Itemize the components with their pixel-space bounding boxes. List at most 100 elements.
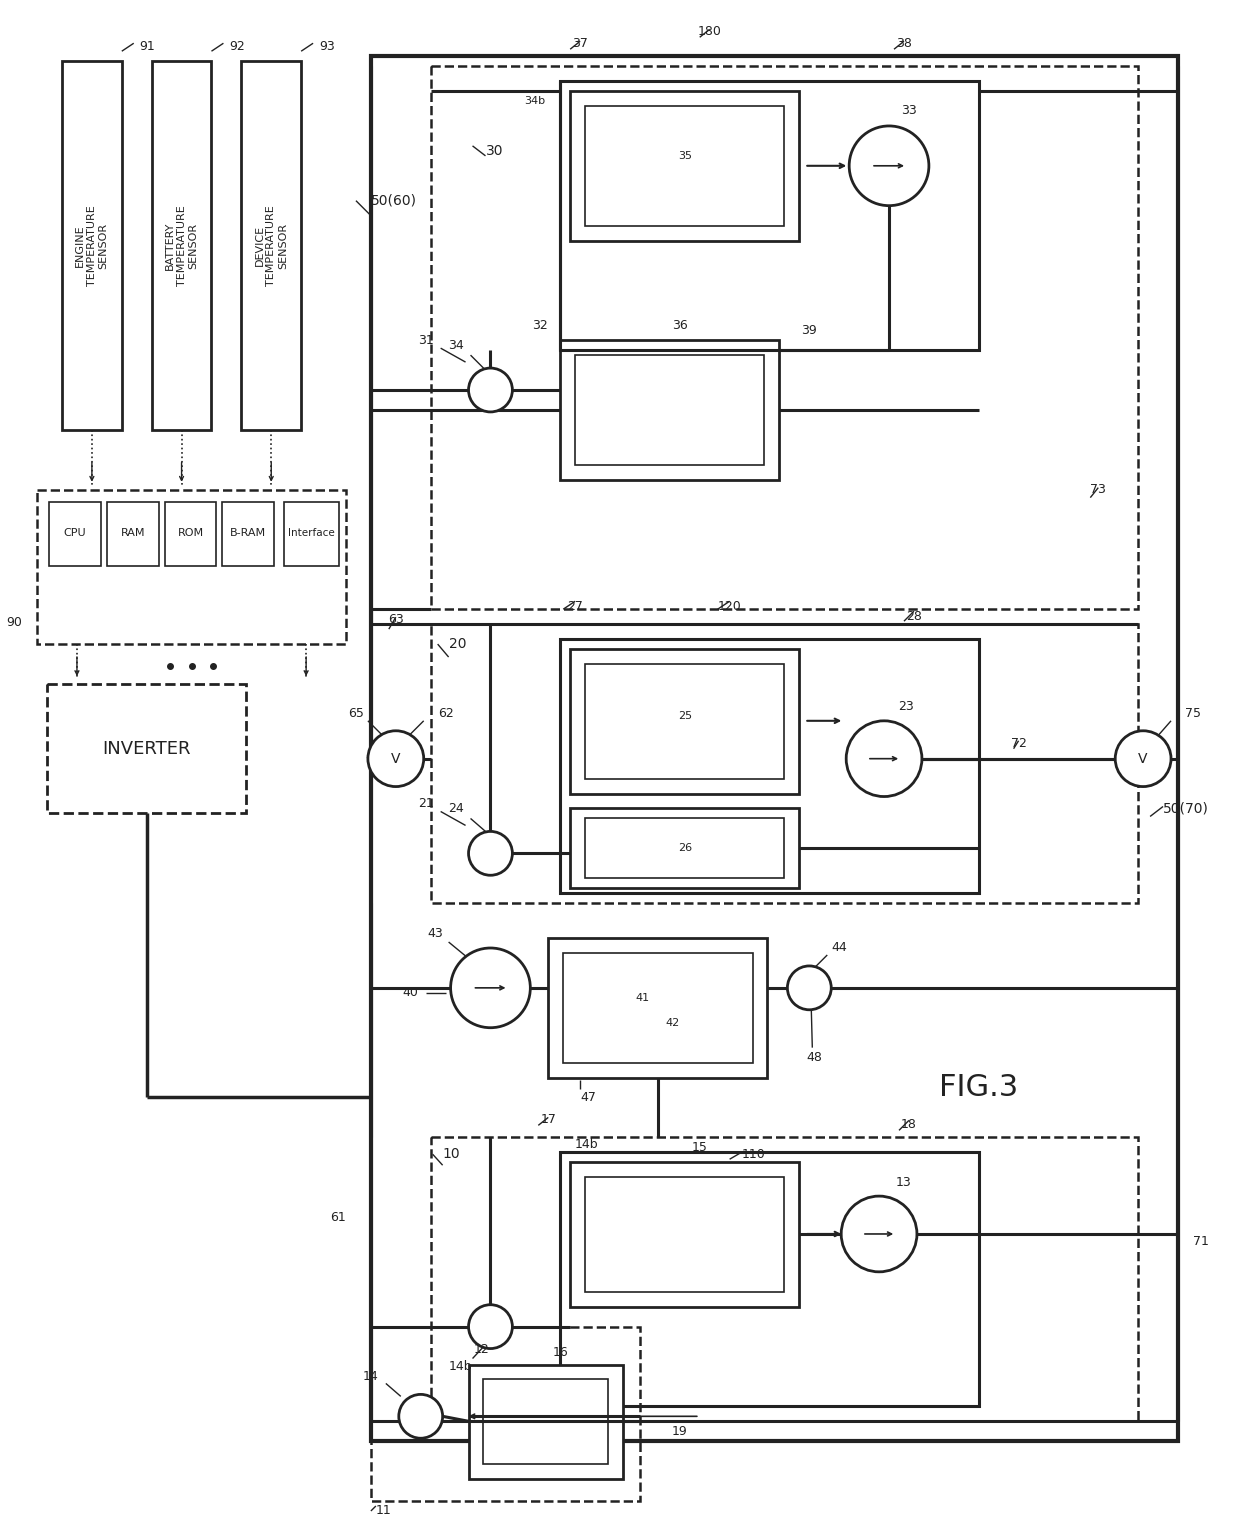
Bar	[570, 649, 800, 793]
Text: 90: 90	[6, 616, 22, 629]
Bar	[560, 81, 978, 350]
Text: 19: 19	[672, 1424, 688, 1438]
Text: 13: 13	[897, 1175, 911, 1189]
Text: 18: 18	[901, 1117, 916, 1131]
Text: 37: 37	[572, 36, 588, 50]
Bar	[222, 502, 274, 567]
Text: 11: 11	[376, 1505, 392, 1517]
Circle shape	[849, 126, 929, 205]
Text: 26: 26	[678, 844, 692, 853]
Bar	[560, 340, 780, 480]
Text: 61: 61	[330, 1210, 346, 1224]
Text: 34: 34	[448, 339, 464, 351]
Text: 110: 110	[742, 1148, 765, 1161]
Circle shape	[469, 831, 512, 876]
Text: Interface: Interface	[288, 529, 335, 538]
Bar	[563, 953, 753, 1062]
Text: 180: 180	[698, 24, 722, 38]
Bar	[575, 356, 765, 465]
Bar	[560, 638, 978, 894]
Bar	[570, 1163, 800, 1307]
Text: 50(70): 50(70)	[1163, 801, 1209, 816]
Circle shape	[469, 1304, 512, 1348]
Bar	[585, 1176, 785, 1292]
Bar	[371, 56, 1178, 1441]
Text: 41: 41	[636, 993, 650, 1003]
Text: 10: 10	[443, 1148, 460, 1161]
Text: 14b: 14b	[575, 1138, 599, 1151]
Bar	[50, 502, 100, 567]
Bar	[570, 91, 800, 240]
Circle shape	[787, 965, 831, 1009]
Circle shape	[399, 1394, 443, 1438]
Text: 92: 92	[229, 40, 246, 53]
Text: 30: 30	[486, 144, 503, 158]
Text: 39: 39	[801, 324, 817, 337]
Text: 75: 75	[1185, 707, 1202, 720]
Bar	[371, 1327, 640, 1502]
Text: 27: 27	[567, 600, 583, 613]
Bar	[484, 1380, 608, 1464]
Text: 47: 47	[580, 1091, 596, 1104]
Text: 12: 12	[474, 1344, 490, 1356]
Bar	[242, 61, 301, 430]
Text: 93: 93	[319, 40, 335, 53]
Text: 35: 35	[678, 150, 692, 161]
Bar	[62, 61, 122, 430]
Text: FIG.3: FIG.3	[939, 1073, 1018, 1102]
Text: 91: 91	[140, 40, 155, 53]
Text: 63: 63	[388, 613, 404, 626]
Text: 31: 31	[418, 334, 434, 347]
Bar	[570, 809, 800, 888]
Text: 48: 48	[806, 1052, 822, 1064]
Text: 44: 44	[831, 941, 847, 955]
Text: 72: 72	[1011, 737, 1027, 751]
Text: RAM: RAM	[120, 529, 145, 538]
Bar	[107, 502, 159, 567]
Text: 14b: 14b	[449, 1360, 472, 1373]
Bar	[165, 502, 217, 567]
Text: 43: 43	[428, 927, 444, 939]
Bar	[430, 625, 1138, 903]
Circle shape	[846, 720, 921, 796]
Text: 42: 42	[666, 1018, 680, 1028]
Text: CPU: CPU	[63, 529, 87, 538]
Circle shape	[841, 1196, 916, 1272]
Text: INVERTER: INVERTER	[103, 740, 191, 757]
Text: 23: 23	[898, 701, 914, 713]
Text: 73: 73	[1090, 483, 1106, 496]
Text: 32: 32	[532, 319, 548, 331]
Circle shape	[1115, 731, 1171, 786]
Circle shape	[368, 731, 424, 786]
Bar	[37, 489, 346, 644]
Circle shape	[450, 948, 531, 1028]
Bar	[284, 502, 339, 567]
Text: 28: 28	[906, 610, 921, 623]
Bar	[151, 61, 212, 430]
Text: 33: 33	[901, 105, 916, 117]
Circle shape	[469, 368, 512, 412]
Bar	[585, 664, 785, 778]
Bar	[585, 106, 785, 225]
Bar	[430, 67, 1138, 610]
Text: 17: 17	[541, 1113, 557, 1126]
Text: 21: 21	[418, 796, 434, 810]
Text: V: V	[1138, 752, 1148, 766]
Bar	[585, 818, 785, 879]
Text: 71: 71	[1193, 1236, 1209, 1248]
Text: 62: 62	[438, 707, 454, 720]
Text: 14: 14	[363, 1370, 378, 1383]
Text: 15: 15	[692, 1142, 708, 1154]
Text: 25: 25	[678, 711, 692, 720]
Text: 20: 20	[449, 637, 466, 651]
Text: DEVICE
TEMPERATURE
SENSOR: DEVICE TEMPERATURE SENSOR	[254, 205, 288, 286]
Bar	[430, 1137, 1138, 1421]
Text: 65: 65	[348, 707, 363, 720]
Bar	[469, 1365, 622, 1479]
Text: V: V	[391, 752, 401, 766]
Text: BATTERY
TEMPERATURE
SENSOR: BATTERY TEMPERATURE SENSOR	[165, 205, 198, 286]
Bar	[560, 1152, 978, 1406]
Text: 120: 120	[718, 600, 742, 613]
Text: 40: 40	[403, 986, 419, 999]
Text: 16: 16	[552, 1347, 568, 1359]
